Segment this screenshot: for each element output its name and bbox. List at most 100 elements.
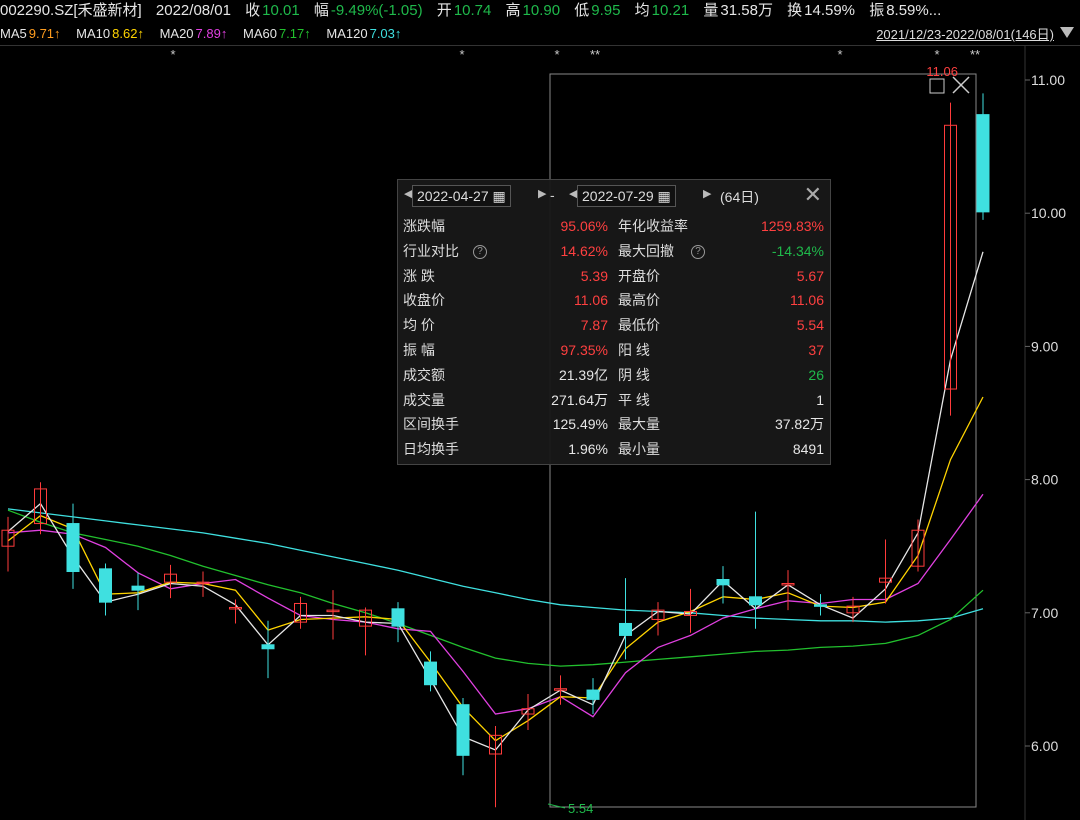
next-start-icon[interactable]: ▶ xyxy=(538,188,547,200)
candle xyxy=(229,599,242,624)
candle-body xyxy=(456,704,470,756)
help-icon[interactable]: ? xyxy=(691,244,705,259)
candle-body xyxy=(196,581,210,585)
ma120-label[interactable]: MA120 xyxy=(326,26,368,41)
change-label: 幅 xyxy=(313,2,329,19)
candle xyxy=(521,694,535,731)
close-value: 10.01 xyxy=(262,2,300,19)
next-end-icon[interactable]: ▶ xyxy=(703,188,712,200)
candle-body xyxy=(814,604,827,607)
date-range-selector[interactable]: 2021/12/23-2022/08/01(146日) xyxy=(876,27,1054,42)
candle-body xyxy=(846,605,860,614)
prev-start-icon[interactable]: ◀ xyxy=(404,188,413,200)
event-star-marker: * xyxy=(459,47,464,62)
event-star-marker: * xyxy=(934,47,939,62)
stat-value: 125.49% xyxy=(552,416,608,433)
candle xyxy=(911,519,925,572)
open-value: 10.74 xyxy=(453,2,492,19)
candle-body xyxy=(99,568,112,603)
calendar-icon[interactable]: ▦ xyxy=(492,188,506,204)
event-star-marker: ** xyxy=(590,47,600,62)
stat-value: 5.54 xyxy=(796,317,824,334)
candle xyxy=(651,602,665,636)
stat-value: 11.06 xyxy=(574,292,608,309)
candle xyxy=(164,564,177,599)
avg-value: 10.21 xyxy=(651,2,690,19)
low-price-pointer xyxy=(547,803,566,809)
ma20-label[interactable]: MA20 xyxy=(159,26,194,41)
high-label: 高 xyxy=(505,2,521,19)
ma60-value: 7.17↑ xyxy=(278,26,311,41)
stat-label: 区间换手 xyxy=(403,416,459,433)
stats-row: 成交额 21.39亿阴 线 26 xyxy=(398,363,830,387)
candle xyxy=(879,539,892,604)
ma10-label[interactable]: MA10 xyxy=(76,26,111,41)
candle-body xyxy=(34,488,47,525)
candle xyxy=(196,571,210,597)
low-value: 9.95 xyxy=(591,2,621,19)
candle-body xyxy=(619,622,632,636)
range-dash: - xyxy=(550,187,555,203)
candle-body xyxy=(879,577,892,583)
stats-row: 均 价 7.87 最低价 5.54 xyxy=(398,313,830,337)
y-tick-label: 11.00 xyxy=(1031,72,1065,88)
stat-label: 均 价 xyxy=(403,317,435,334)
close-icon[interactable]: ✕ xyxy=(803,182,822,207)
candle xyxy=(944,102,957,416)
stat-label: 阳 线 xyxy=(618,342,650,358)
candle-body xyxy=(716,579,730,586)
stat-label: 最小量 xyxy=(618,441,660,458)
stat-label: 开盘价 xyxy=(618,267,660,284)
candle xyxy=(716,566,730,604)
stat-label: 成交额 xyxy=(403,366,445,383)
ma120-line xyxy=(7,508,984,623)
y-tick-label: 10.00 xyxy=(1031,205,1066,221)
ma120-value: 7.03↑ xyxy=(369,26,402,41)
end-date-field[interactable]: 2022-07-29 ▦ xyxy=(577,185,676,207)
stat-value: 37.82万 xyxy=(774,416,824,433)
candle-body xyxy=(1,529,15,547)
ma60-label[interactable]: MA60 xyxy=(242,26,277,41)
stats-row: 区间换手 125.49% 最大量 37.82万 xyxy=(398,412,830,436)
close-icon xyxy=(952,76,970,94)
help-icon[interactable]: ? xyxy=(473,244,487,259)
divider xyxy=(0,45,1080,46)
stat-label: 成交量 xyxy=(403,391,445,408)
stat-value: 26 xyxy=(808,366,824,383)
stat-value: 11.06 xyxy=(790,292,824,309)
candle-body xyxy=(131,585,145,591)
candle-body xyxy=(554,688,567,691)
stats-row: 振 幅 97.35% 阳 线 37 xyxy=(398,338,830,362)
candle xyxy=(391,602,405,643)
stat-label: 涨跌幅 xyxy=(403,218,445,234)
amplitude-label: 振 xyxy=(869,2,885,19)
stat-value: 14.62% xyxy=(560,242,608,259)
stock-code[interactable]: 002290.SZ[禾盛新材] xyxy=(0,2,142,19)
open-label: 开 xyxy=(436,2,452,19)
candle-body xyxy=(749,596,762,606)
candle-body xyxy=(294,602,307,623)
candle xyxy=(294,596,307,629)
stats-row: 成交量 271.64万平 线 1 xyxy=(398,388,830,412)
ma5-label[interactable]: MA5 xyxy=(0,26,27,41)
candle xyxy=(619,578,632,660)
stat-label: 涨 跌 xyxy=(403,267,435,284)
prev-end-icon[interactable]: ◀ xyxy=(569,188,578,200)
stat-value: 37 xyxy=(808,342,824,358)
candle-body xyxy=(781,582,795,586)
stat-label: 收盘价 xyxy=(403,292,445,309)
calendar-icon[interactable]: ▦ xyxy=(657,188,671,204)
stat-value: 5.67 xyxy=(796,267,824,284)
turnover-label: 换 xyxy=(787,2,803,19)
candle xyxy=(261,620,275,679)
event-star-marker: * xyxy=(554,47,559,62)
start-date-field[interactable]: 2022-04-27 ▦ xyxy=(412,185,511,207)
candle-body xyxy=(391,608,405,627)
event-star-marker: * xyxy=(170,47,175,62)
candle xyxy=(976,93,990,220)
ma20-line xyxy=(7,493,984,718)
chevron-down-icon[interactable] xyxy=(1060,27,1074,38)
stat-label: 最高价 xyxy=(618,292,660,309)
candle xyxy=(66,503,80,589)
